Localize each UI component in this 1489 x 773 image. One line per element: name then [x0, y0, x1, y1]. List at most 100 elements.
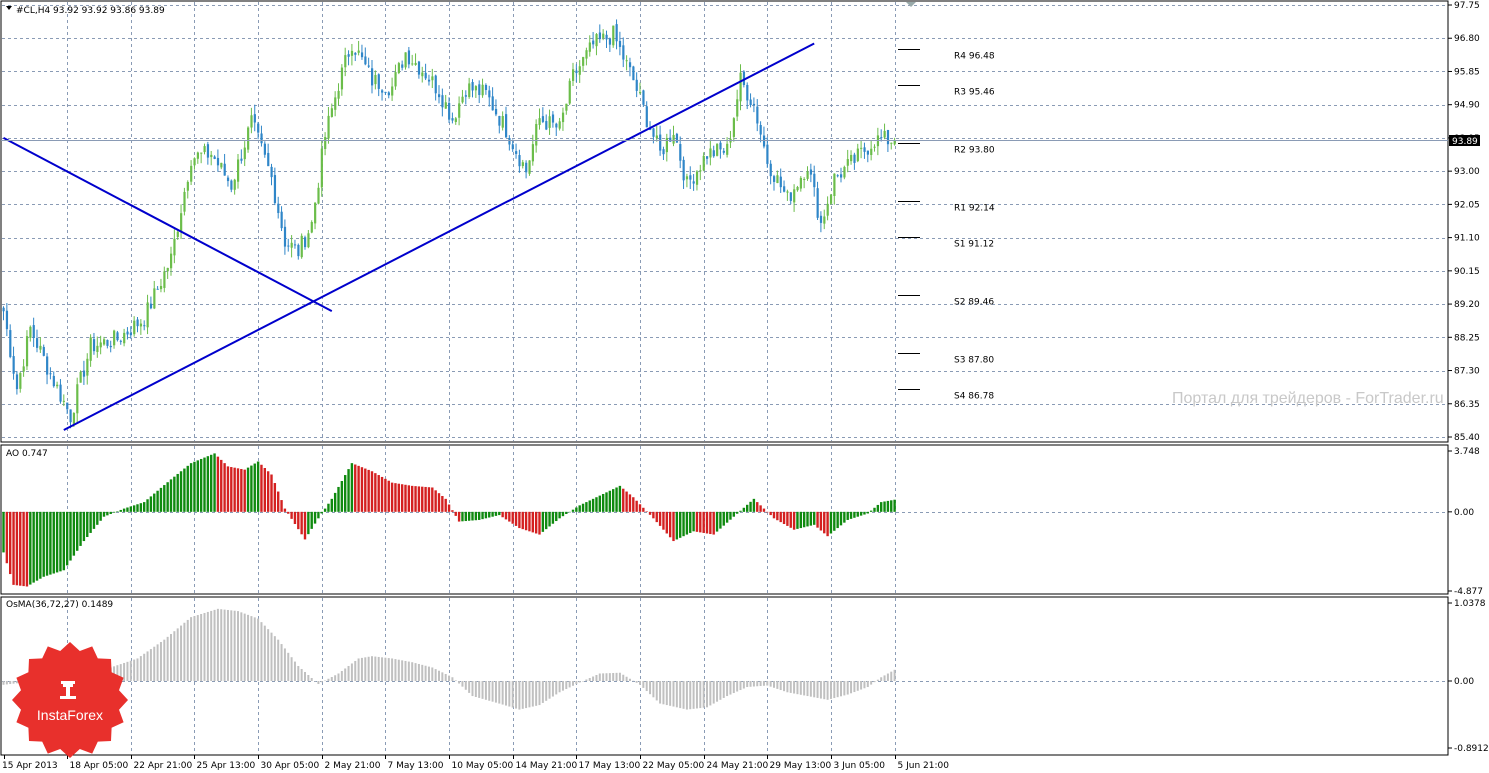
candle-body [310, 221, 313, 233]
osma-bar [582, 681, 585, 682]
osma-bar [752, 681, 755, 687]
candle-body [350, 50, 354, 56]
candle-body [880, 137, 883, 139]
osma-bar [823, 681, 826, 700]
candle-body [719, 142, 722, 150]
osma-bar [401, 660, 404, 682]
osma-bar [515, 681, 518, 709]
osma-bar [866, 681, 869, 688]
trendlines[interactable] [3, 42, 815, 431]
time-axis-label: 2 May 21:00 [325, 761, 381, 771]
osma-bar [357, 658, 360, 682]
osma-bar [381, 657, 384, 682]
osma-bar [317, 681, 320, 685]
time-axis-label: 17 May 13:00 [579, 761, 641, 771]
candle-body [602, 33, 605, 38]
ao-bar [709, 511, 712, 535]
ao-bar [672, 511, 675, 542]
ao-bar [668, 511, 672, 538]
ao-bar [337, 486, 340, 512]
candle-body [702, 155, 705, 171]
scroll-marker-icon[interactable] [906, 2, 916, 7]
candle-body [19, 373, 22, 389]
ao-bar [387, 480, 390, 512]
candle-body [183, 191, 186, 212]
osma-bar [220, 609, 223, 682]
osma-bar [736, 681, 739, 692]
ao-bar [799, 511, 802, 529]
candle-body [850, 154, 853, 162]
candle-body [394, 72, 397, 87]
osma-bar [501, 681, 504, 705]
ao-bar [344, 475, 347, 512]
osma-bar [253, 617, 256, 682]
osma-bar [283, 648, 286, 682]
candle-body [367, 65, 370, 67]
osma-bar [307, 674, 310, 682]
candle-body [736, 99, 739, 117]
ao-bar [220, 459, 223, 512]
osma-bar [491, 681, 494, 702]
ao-bar [839, 511, 843, 526]
osma-bar [860, 681, 863, 690]
osma-bar [210, 610, 213, 682]
ao-bar [534, 511, 538, 534]
candle-body [237, 159, 240, 182]
candle-body [883, 130, 886, 138]
ao-bar [333, 492, 337, 512]
ao-bar [210, 454, 213, 512]
candle-body [56, 384, 59, 387]
ao-bar [250, 465, 253, 512]
candle-body [106, 339, 109, 346]
candle-body [354, 52, 357, 55]
candle-body [508, 137, 511, 145]
main-panel[interactable] [0, 0, 1449, 443]
ao-bar [2, 511, 5, 553]
ao-bar [427, 487, 431, 512]
osma-bar [374, 656, 377, 682]
instaforex-logo: InstaForex [12, 642, 128, 758]
osma-bar [2, 681, 5, 685]
osma-bar [441, 672, 444, 682]
pivot-label: S3 87.80 [954, 356, 994, 366]
ao-bar [826, 511, 829, 537]
osma-bar [863, 681, 866, 689]
candle-body [840, 174, 843, 178]
osma-bar [377, 656, 380, 682]
ao-bar [350, 463, 354, 512]
candle-body [159, 285, 163, 290]
ao-bar [12, 511, 15, 585]
ao-bar [69, 511, 72, 561]
osma-bar [297, 665, 300, 682]
ao-bar [126, 507, 129, 512]
candle-body [203, 146, 206, 153]
candle-body [300, 235, 303, 258]
ao-bar [441, 496, 444, 512]
osma-bar [324, 680, 327, 682]
ao-bar [843, 511, 846, 523]
pivot-label: S2 89.46 [954, 298, 994, 308]
osma-bar [749, 681, 752, 687]
osma-bar [237, 611, 239, 682]
ao-bar [166, 482, 169, 512]
candle-body [779, 176, 782, 188]
candle-body [72, 413, 76, 424]
candle-body [139, 323, 143, 327]
ao-bar [823, 511, 826, 534]
ao-bar [876, 504, 880, 512]
ao-bar [25, 511, 29, 587]
ao-bar [370, 471, 374, 512]
osma-bar [146, 651, 149, 682]
ao-bar [377, 475, 380, 512]
dropdown-arrow-icon[interactable] [6, 6, 12, 10]
candle-body [739, 72, 742, 102]
candle-body [287, 245, 290, 247]
ao-bar [739, 510, 742, 512]
candle-body [52, 375, 55, 387]
candle-body [515, 151, 518, 154]
candle-body [304, 237, 307, 248]
osma-bar [746, 681, 749, 688]
osma-bar [159, 642, 162, 682]
osma-bar [397, 659, 400, 682]
osma-bar [5, 681, 8, 685]
